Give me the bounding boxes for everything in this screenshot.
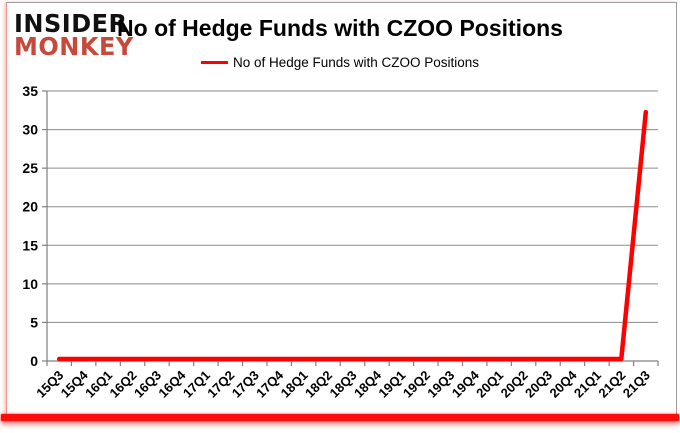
svg-text:18Q4: 18Q4 bbox=[351, 367, 385, 401]
svg-text:20Q2: 20Q2 bbox=[498, 368, 531, 401]
axes bbox=[46, 91, 658, 362]
svg-text:20Q3: 20Q3 bbox=[522, 368, 555, 401]
svg-text:21Q3: 21Q3 bbox=[620, 368, 653, 401]
svg-text:30: 30 bbox=[22, 122, 38, 138]
svg-text:19Q1: 19Q1 bbox=[375, 368, 408, 401]
svg-text:18Q3: 18Q3 bbox=[327, 368, 360, 401]
legend: No of Hedge Funds with CZOO Positions bbox=[200, 55, 480, 70]
svg-text:10: 10 bbox=[22, 276, 38, 292]
svg-text:25: 25 bbox=[22, 160, 38, 176]
svg-text:5: 5 bbox=[30, 314, 38, 330]
svg-text:15Q4: 15Q4 bbox=[58, 367, 92, 401]
svg-text:0: 0 bbox=[30, 353, 38, 369]
chart-title: No of Hedge Funds with CZOO Positions bbox=[117, 15, 563, 41]
svg-text:16Q1: 16Q1 bbox=[82, 368, 115, 401]
svg-text:21Q2: 21Q2 bbox=[595, 368, 628, 401]
svg-text:20: 20 bbox=[22, 199, 38, 215]
x-axis-ticks bbox=[46, 361, 659, 366]
svg-text:17Q2: 17Q2 bbox=[204, 368, 237, 401]
svg-text:35: 35 bbox=[22, 83, 38, 99]
svg-text:15Q3: 15Q3 bbox=[33, 368, 66, 401]
logo-text-insider: INSIDER bbox=[14, 8, 128, 39]
svg-text:16Q2: 16Q2 bbox=[107, 368, 140, 401]
svg-text:15: 15 bbox=[22, 237, 38, 253]
y-axis-labels: 0 5 10 15 20 25 30 35 bbox=[22, 83, 47, 369]
insider-monkey-logo: INSIDER MONKEY bbox=[14, 8, 134, 62]
svg-text:17Q4: 17Q4 bbox=[253, 367, 287, 401]
x-axis-labels: 15Q315Q416Q116Q216Q316Q417Q117Q217Q317Q4… bbox=[33, 367, 653, 401]
svg-text:17Q1: 17Q1 bbox=[180, 368, 213, 401]
svg-text:18Q2: 18Q2 bbox=[302, 368, 335, 401]
legend-line-swatch bbox=[200, 61, 228, 64]
svg-text:18Q1: 18Q1 bbox=[278, 368, 311, 401]
svg-text:19Q2: 19Q2 bbox=[400, 368, 433, 401]
gridlines bbox=[47, 90, 658, 323]
logo-text-monkey: MONKEY bbox=[14, 31, 134, 62]
bottom-red-border bbox=[1, 414, 679, 421]
svg-text:16Q3: 16Q3 bbox=[131, 368, 164, 401]
svg-text:20Q1: 20Q1 bbox=[473, 368, 506, 401]
svg-text:21Q1: 21Q1 bbox=[571, 368, 604, 401]
data-line-czoo bbox=[56, 109, 649, 362]
svg-text:19Q3: 19Q3 bbox=[424, 368, 457, 401]
svg-text:17Q3: 17Q3 bbox=[229, 368, 262, 401]
svg-text:16Q4: 16Q4 bbox=[155, 367, 189, 401]
svg-text:20Q4: 20Q4 bbox=[546, 367, 580, 401]
legend-label: No of Hedge Funds with CZOO Positions bbox=[232, 55, 480, 70]
